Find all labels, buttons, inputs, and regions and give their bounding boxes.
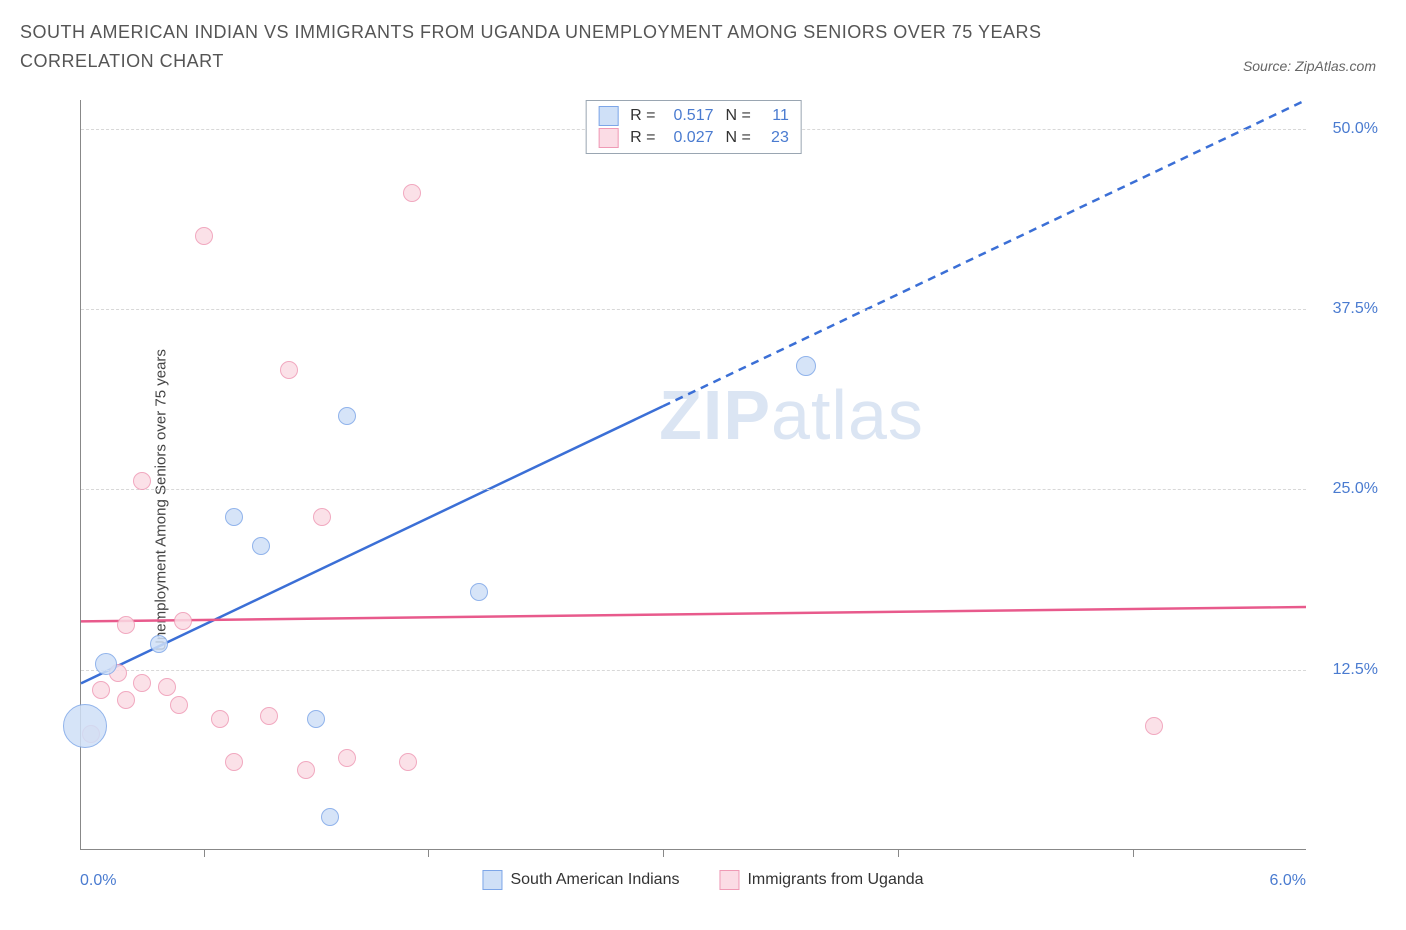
legend-swatch	[482, 870, 502, 890]
x-tick	[428, 849, 429, 857]
x-axis-min-label: 0.0%	[80, 872, 116, 890]
trend-line-solid	[81, 607, 1306, 621]
data-point	[338, 749, 356, 767]
y-tick-label: 50.0%	[1333, 120, 1378, 138]
stats-n-value: 11	[759, 107, 789, 125]
plot-area: ZIPatlas R =0.517N =11R =0.027N =23 12.5…	[80, 100, 1306, 850]
data-point	[63, 704, 107, 748]
stats-swatch	[598, 106, 618, 126]
data-point	[796, 356, 816, 376]
stats-n-label: N =	[726, 129, 751, 147]
data-point	[117, 691, 135, 709]
data-point	[195, 227, 213, 245]
data-point	[150, 635, 168, 653]
data-point	[92, 681, 110, 699]
data-point	[133, 674, 151, 692]
data-point	[252, 537, 270, 555]
y-tick-label: 37.5%	[1333, 300, 1378, 318]
correlation-stats-box: R = 0.517 N = 11 R = 0.027 N = 23	[585, 100, 802, 154]
y-tick-label: 25.0%	[1333, 480, 1378, 498]
stats-r-value: 0.517	[664, 107, 714, 125]
source-attribution: Source: ZipAtlas.com	[1243, 58, 1376, 74]
data-point	[307, 710, 325, 728]
legend-item: South American Indians	[482, 870, 679, 890]
gridline	[81, 670, 1306, 671]
stats-r-value: 0.027	[664, 129, 714, 147]
legend-label: South American Indians	[510, 871, 679, 889]
data-point	[158, 678, 176, 696]
data-point	[470, 583, 488, 601]
gridline	[81, 309, 1306, 310]
x-tick	[898, 849, 899, 857]
data-point	[211, 710, 229, 728]
gridline	[81, 489, 1306, 490]
data-point	[313, 508, 331, 526]
legend-swatch	[719, 870, 739, 890]
data-point	[225, 508, 243, 526]
y-tick-label: 12.5%	[1333, 661, 1378, 679]
stats-n-label: N =	[726, 107, 751, 125]
stats-row: R = 0.027 N = 23	[596, 127, 791, 149]
data-point	[170, 696, 188, 714]
data-point	[297, 761, 315, 779]
x-tick	[663, 849, 664, 857]
data-point	[403, 184, 421, 202]
data-point	[117, 616, 135, 634]
stats-swatch	[598, 128, 618, 148]
stats-r-label: R =	[630, 107, 655, 125]
data-point	[225, 753, 243, 771]
data-point	[133, 472, 151, 490]
chart-container: Unemployment Among Seniors over 75 years…	[20, 100, 1386, 900]
data-point	[260, 707, 278, 725]
data-point	[399, 753, 417, 771]
trend-line-solid	[81, 406, 663, 683]
data-point	[280, 361, 298, 379]
data-point	[174, 612, 192, 630]
stats-r-label: R =	[630, 129, 655, 147]
data-point	[1145, 717, 1163, 735]
legend: South American Indians Immigrants from Ug…	[482, 870, 923, 890]
trend-lines-svg	[81, 100, 1306, 849]
legend-item: Immigrants from Uganda	[719, 870, 923, 890]
chart-title: SOUTH AMERICAN INDIAN VS IMMIGRANTS FROM…	[20, 18, 1170, 76]
legend-label: Immigrants from Uganda	[747, 871, 923, 889]
stats-row: R = 0.517 N = 11	[596, 105, 791, 127]
x-tick	[204, 849, 205, 857]
stats-n-value: 23	[759, 129, 789, 147]
x-tick	[1133, 849, 1134, 857]
data-point	[321, 808, 339, 826]
x-axis-max-label: 6.0%	[1270, 872, 1306, 890]
data-point	[95, 653, 117, 675]
data-point	[338, 407, 356, 425]
